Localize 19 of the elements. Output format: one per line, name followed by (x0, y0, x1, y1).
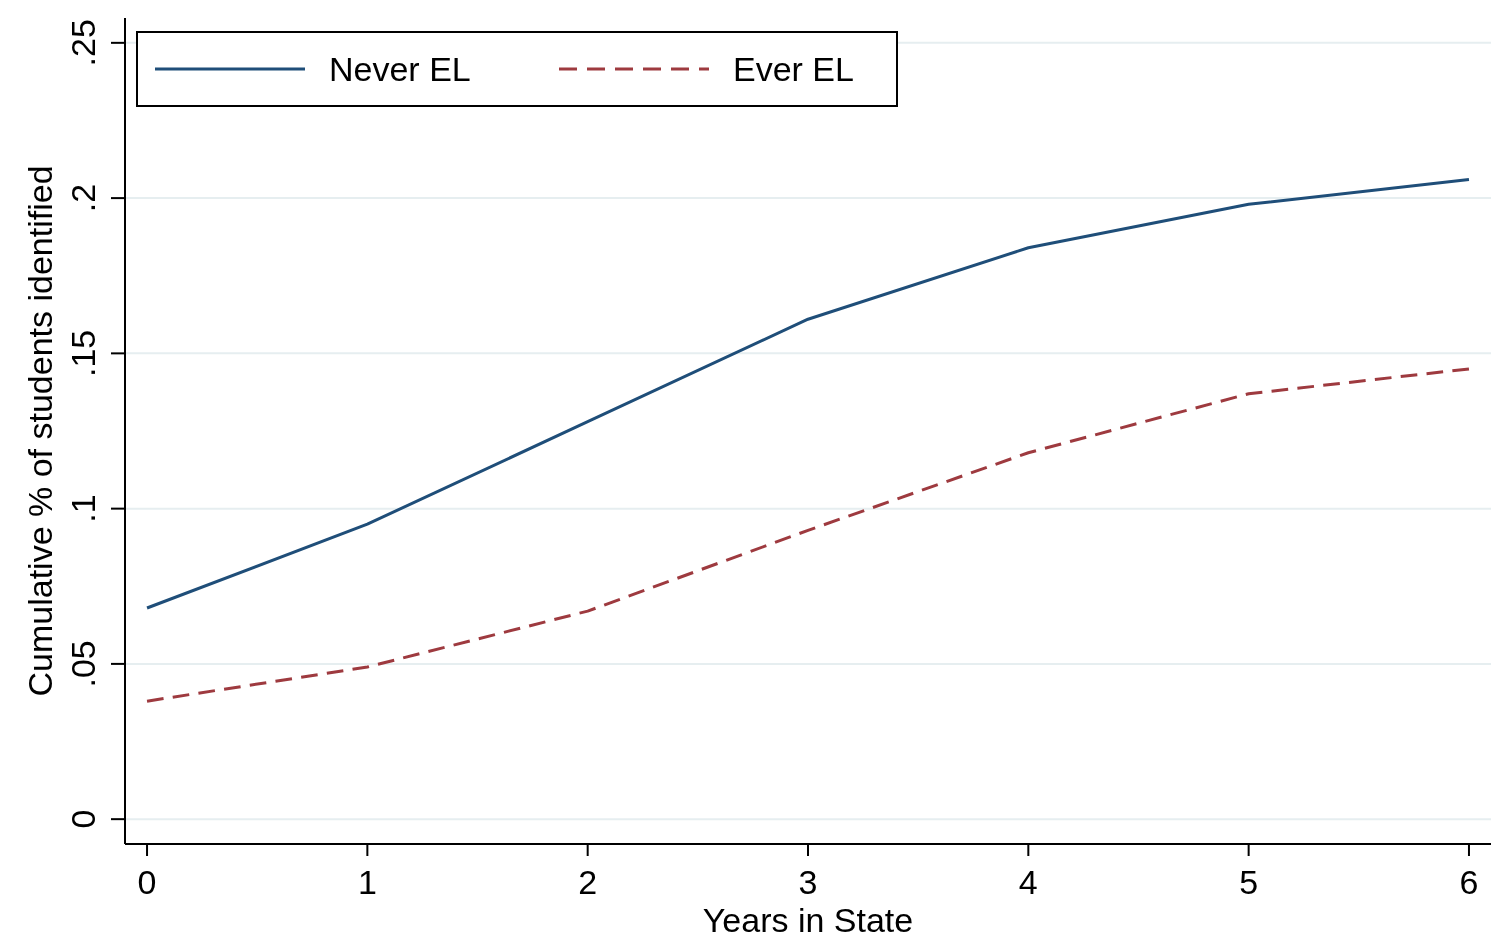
legend-label: Ever EL (733, 50, 854, 88)
y-tick-label: .05 (64, 640, 102, 688)
x-tick-label: 2 (578, 863, 598, 901)
y-tick-label: .1 (64, 494, 102, 523)
y-axis-title: Cumulative % of students identified (21, 165, 59, 697)
legend-label: Never EL (329, 50, 471, 88)
x-tick-label: 6 (1459, 863, 1479, 901)
y-tick-label: .2 (64, 183, 102, 213)
line-series (145, 367, 1471, 703)
x-axis-title: Years in State (702, 901, 914, 939)
line-series (145, 177, 1471, 610)
x-tick-label: 3 (798, 863, 818, 901)
y-tick-label: 0 (64, 809, 102, 829)
y-tick-label: .15 (64, 329, 102, 377)
x-tick-label: 1 (357, 863, 377, 901)
x-tick-label: 0 (137, 863, 157, 901)
y-tick-label: .25 (64, 19, 102, 67)
x-tick-label: 4 (1018, 863, 1038, 901)
x-tick-label: 5 (1239, 863, 1259, 901)
